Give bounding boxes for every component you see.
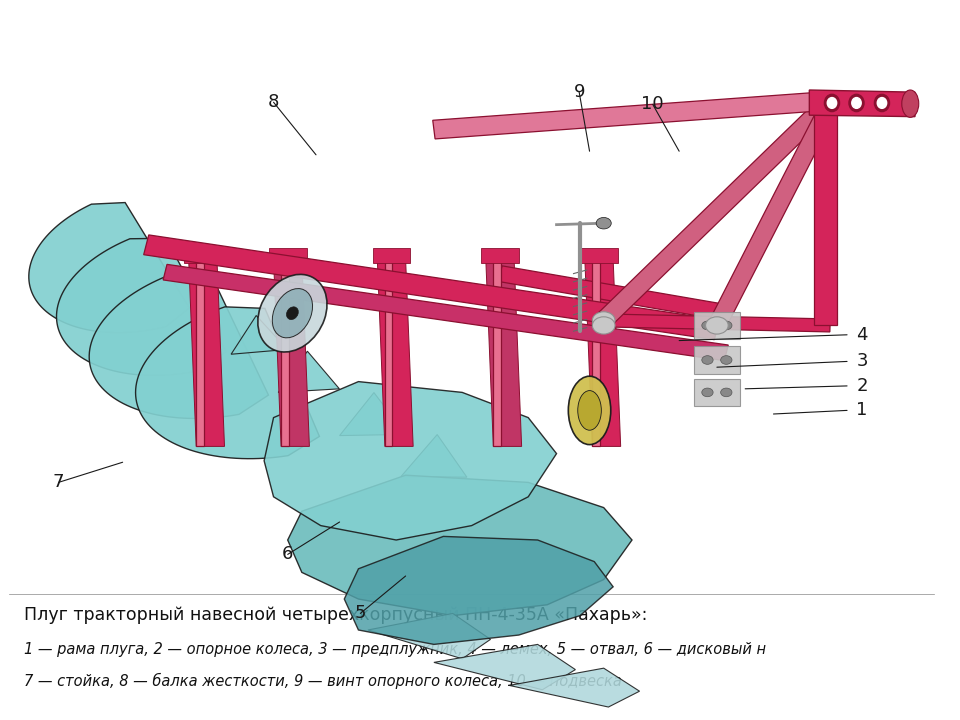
Polygon shape: [809, 90, 915, 117]
Polygon shape: [345, 536, 613, 644]
Text: 7: 7: [53, 474, 64, 492]
Polygon shape: [163, 264, 729, 361]
Polygon shape: [497, 266, 719, 319]
Text: 1: 1: [856, 402, 868, 419]
Bar: [481, 248, 518, 263]
Text: 7 — стойка, 8 — балка жесткости, 9 — винт опорного колеса, 10 — подвеска: 7 — стойка, 8 — балка жесткости, 9 — вин…: [24, 673, 621, 689]
Ellipse shape: [875, 94, 890, 112]
Bar: [269, 248, 306, 263]
Circle shape: [702, 321, 713, 330]
Ellipse shape: [273, 289, 313, 338]
Ellipse shape: [578, 390, 601, 431]
Polygon shape: [433, 91, 831, 139]
Polygon shape: [708, 102, 839, 328]
Polygon shape: [814, 101, 837, 325]
Text: 6: 6: [282, 546, 294, 563]
Polygon shape: [196, 259, 204, 446]
Polygon shape: [486, 259, 521, 446]
Text: Плуг тракторный навесной четырехкорпусный ПН-4-35А «Пахарь»:: Плуг тракторный навесной четырехкорпусны…: [24, 606, 647, 624]
Polygon shape: [189, 259, 225, 446]
Polygon shape: [274, 259, 309, 446]
Ellipse shape: [852, 98, 861, 109]
Bar: [694, 379, 739, 406]
Polygon shape: [288, 475, 632, 616]
Circle shape: [702, 356, 713, 364]
Polygon shape: [592, 259, 600, 446]
Polygon shape: [144, 235, 719, 340]
Circle shape: [721, 388, 732, 397]
Polygon shape: [231, 315, 287, 354]
Text: 2: 2: [856, 377, 868, 395]
Text: 9: 9: [573, 84, 585, 102]
Text: 5: 5: [354, 605, 366, 622]
Polygon shape: [493, 259, 501, 446]
Polygon shape: [281, 259, 289, 446]
Polygon shape: [264, 382, 557, 540]
Polygon shape: [510, 668, 639, 707]
Ellipse shape: [258, 274, 327, 352]
Polygon shape: [368, 613, 491, 659]
Polygon shape: [377, 259, 413, 446]
Polygon shape: [385, 259, 393, 446]
Ellipse shape: [286, 307, 299, 320]
Polygon shape: [278, 351, 340, 392]
Circle shape: [721, 321, 732, 330]
Circle shape: [592, 312, 615, 329]
Polygon shape: [340, 392, 405, 436]
Text: 1 — рама плуга, 2 — опорное колеса, 3 — предплужник, 4 — лемех, 5 — отвал, 6 — д: 1 — рама плуга, 2 — опорное колеса, 3 — …: [24, 642, 766, 657]
Bar: [372, 248, 410, 263]
Polygon shape: [595, 96, 838, 325]
Bar: [580, 248, 618, 263]
Bar: [184, 248, 222, 263]
Circle shape: [706, 317, 729, 334]
Circle shape: [596, 217, 612, 229]
Polygon shape: [89, 274, 269, 418]
Ellipse shape: [849, 94, 864, 112]
Circle shape: [721, 356, 732, 364]
Bar: [694, 346, 739, 374]
Circle shape: [592, 317, 615, 334]
Polygon shape: [57, 238, 227, 376]
Text: 3: 3: [856, 353, 868, 371]
Ellipse shape: [877, 98, 887, 109]
Ellipse shape: [828, 98, 837, 109]
Text: 8: 8: [268, 94, 279, 112]
Bar: [694, 312, 739, 339]
Circle shape: [702, 388, 713, 397]
Ellipse shape: [901, 90, 919, 117]
Polygon shape: [401, 435, 467, 477]
Text: 4: 4: [856, 325, 868, 344]
Polygon shape: [135, 307, 320, 459]
Polygon shape: [434, 644, 575, 690]
Polygon shape: [585, 259, 621, 446]
Polygon shape: [29, 202, 189, 333]
Polygon shape: [604, 314, 830, 332]
Ellipse shape: [568, 376, 611, 444]
Ellipse shape: [825, 94, 839, 112]
Text: 10: 10: [641, 96, 664, 114]
